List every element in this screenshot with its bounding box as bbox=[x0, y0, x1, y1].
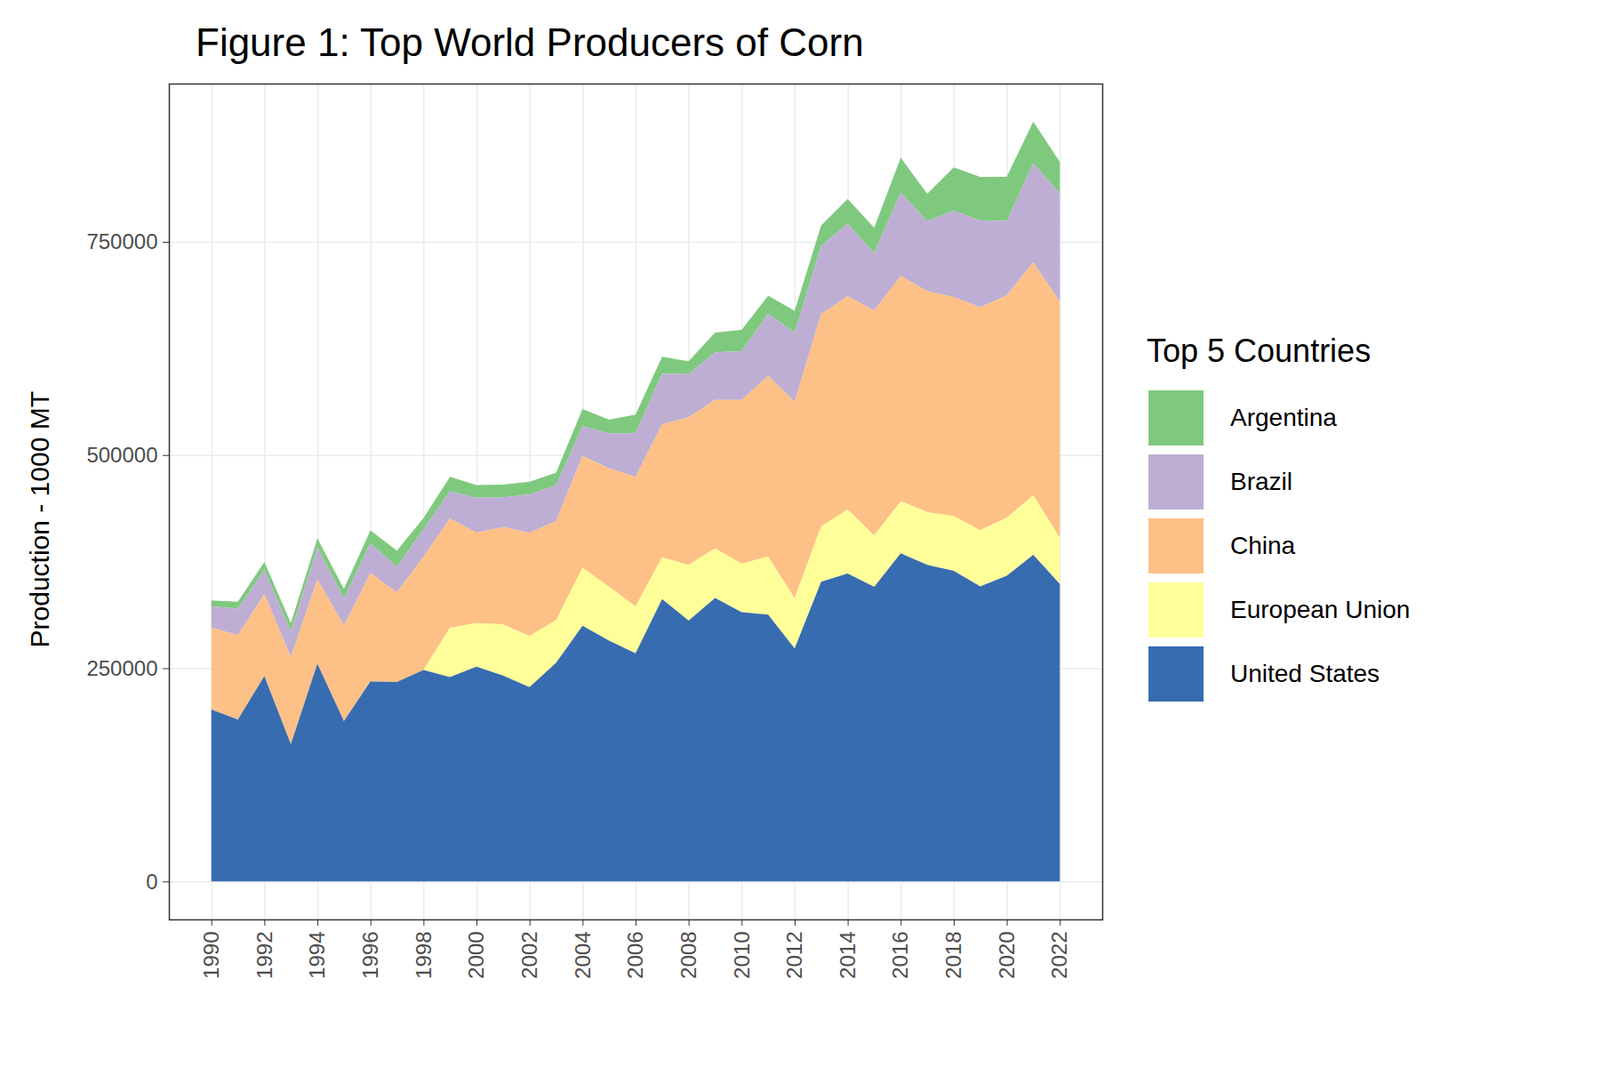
svg-text:1990: 1990 bbox=[199, 931, 224, 979]
svg-text:2022: 2022 bbox=[1047, 931, 1072, 979]
html-text:Brazil: Brazil bbox=[1230, 467, 1293, 496]
svg-text:1992: 1992 bbox=[252, 931, 277, 979]
svg-text:2014: 2014 bbox=[835, 931, 860, 979]
html-text:Production - 1000 MT: Production - 1000 MT bbox=[24, 390, 55, 648]
svg-text:2018: 2018 bbox=[941, 931, 966, 979]
svg-text:1998: 1998 bbox=[411, 931, 436, 979]
html-text:United States: United States bbox=[1230, 659, 1380, 688]
html-text:European Union: European Union bbox=[1230, 595, 1411, 624]
svg-text:750000: 750000 bbox=[86, 229, 158, 254]
svg-text:1994: 1994 bbox=[304, 931, 329, 979]
svg-text:0: 0 bbox=[145, 868, 158, 893]
html-text:Top 5 Countries: Top 5 Countries bbox=[1146, 332, 1371, 369]
html-text:Figure 1: Top World Producers: Figure 1: Top World Producers of Corn bbox=[195, 20, 864, 64]
svg-text:2004: 2004 bbox=[570, 931, 595, 979]
html-text:Argentina: Argentina bbox=[1230, 403, 1337, 432]
svg-text:1996: 1996 bbox=[358, 931, 383, 979]
svg-text:2008: 2008 bbox=[676, 931, 701, 979]
svg-text:2006: 2006 bbox=[623, 931, 648, 979]
svg-text:2000: 2000 bbox=[464, 931, 488, 979]
svg-text:2002: 2002 bbox=[517, 931, 542, 979]
svg-text:500000: 500000 bbox=[86, 442, 158, 467]
svg-text:2010: 2010 bbox=[728, 931, 753, 979]
html-text:China: China bbox=[1230, 531, 1296, 560]
svg-text:2012: 2012 bbox=[782, 931, 807, 979]
svg-text:2016: 2016 bbox=[888, 931, 912, 979]
svg-text:2020: 2020 bbox=[994, 931, 1019, 979]
svg-text:250000: 250000 bbox=[86, 656, 158, 680]
